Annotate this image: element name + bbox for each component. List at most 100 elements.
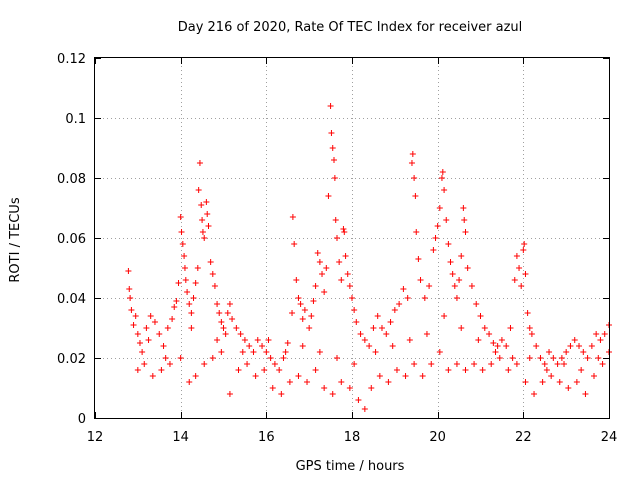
data-point xyxy=(411,175,417,181)
data-point xyxy=(263,349,269,355)
data-point xyxy=(437,349,443,355)
data-point xyxy=(300,316,306,322)
data-point xyxy=(341,229,347,235)
y-axis-label: ROTI / TECUs xyxy=(8,197,23,282)
data-point xyxy=(435,223,441,229)
data-point xyxy=(510,355,516,361)
data-point xyxy=(253,373,259,379)
data-point xyxy=(191,295,197,301)
data-point xyxy=(540,379,546,385)
data-point xyxy=(338,379,344,385)
data-point xyxy=(208,259,214,265)
data-point xyxy=(452,283,458,289)
data-point xyxy=(188,310,194,316)
data-point xyxy=(486,331,492,337)
data-point xyxy=(180,241,186,247)
data-point xyxy=(440,169,446,175)
data-point xyxy=(370,325,376,331)
data-point xyxy=(291,241,297,247)
data-point xyxy=(165,325,171,331)
data-point xyxy=(379,325,385,331)
data-point xyxy=(173,298,179,304)
data-point xyxy=(238,331,244,337)
data-point xyxy=(325,193,331,199)
data-point xyxy=(465,265,471,271)
y-tick-label: 0.1 xyxy=(65,112,86,127)
data-point xyxy=(445,367,451,373)
data-point xyxy=(492,349,498,355)
data-point xyxy=(407,337,413,343)
data-point xyxy=(505,367,511,373)
data-point xyxy=(330,145,336,151)
data-point xyxy=(161,343,167,349)
data-point xyxy=(141,361,147,367)
data-point xyxy=(521,241,527,247)
data-point xyxy=(409,160,415,166)
data-point xyxy=(591,373,597,379)
data-point xyxy=(135,367,141,373)
data-point xyxy=(518,283,524,289)
data-point xyxy=(345,271,351,277)
data-point xyxy=(313,367,319,373)
data-point xyxy=(585,355,591,361)
data-point xyxy=(343,253,349,259)
data-point xyxy=(582,391,588,397)
data-point xyxy=(550,355,556,361)
data-point xyxy=(143,325,149,331)
data-point xyxy=(358,331,364,337)
data-point xyxy=(595,355,601,361)
data-point xyxy=(133,313,139,319)
data-point xyxy=(546,349,552,355)
data-point xyxy=(176,280,182,286)
data-point xyxy=(533,343,539,349)
data-point xyxy=(439,175,445,181)
data-point xyxy=(295,295,301,301)
data-point xyxy=(602,331,608,337)
data-point xyxy=(272,361,278,367)
data-point xyxy=(522,379,528,385)
data-point xyxy=(495,343,501,349)
data-point xyxy=(413,229,419,235)
data-point xyxy=(317,259,323,265)
x-tick-label: 22 xyxy=(515,430,532,445)
data-point xyxy=(527,355,533,361)
data-point xyxy=(471,361,477,367)
x-tick-label: 14 xyxy=(172,430,189,445)
data-point xyxy=(163,355,169,361)
data-point xyxy=(478,313,484,319)
data-point xyxy=(454,361,460,367)
data-point xyxy=(131,322,137,328)
data-point xyxy=(268,355,274,361)
data-point xyxy=(426,283,432,289)
data-point xyxy=(490,340,496,346)
data-point xyxy=(199,217,205,223)
data-point xyxy=(332,175,338,181)
data-point xyxy=(368,385,374,391)
data-point xyxy=(167,361,173,367)
data-point xyxy=(304,379,310,385)
data-point xyxy=(203,199,209,205)
data-point xyxy=(463,367,469,373)
data-point xyxy=(482,325,488,331)
data-point xyxy=(544,367,550,373)
data-point xyxy=(193,280,199,286)
data-point xyxy=(328,103,334,109)
data-point xyxy=(210,271,216,277)
x-tick-label: 16 xyxy=(258,430,275,445)
y-tick-label: 0.12 xyxy=(57,52,86,67)
data-point xyxy=(448,259,454,265)
x-tick-label: 18 xyxy=(344,430,361,445)
data-point xyxy=(578,367,584,373)
data-point xyxy=(334,355,340,361)
data-point xyxy=(574,379,580,385)
data-point xyxy=(250,349,256,355)
data-point xyxy=(411,361,417,367)
x-axis-label: GPS time / hours xyxy=(296,459,405,474)
data-point xyxy=(443,217,449,223)
data-point xyxy=(548,373,554,379)
data-point xyxy=(182,265,188,271)
data-point xyxy=(196,187,202,193)
data-point xyxy=(285,340,291,346)
data-point xyxy=(235,367,241,373)
data-point xyxy=(283,349,289,355)
